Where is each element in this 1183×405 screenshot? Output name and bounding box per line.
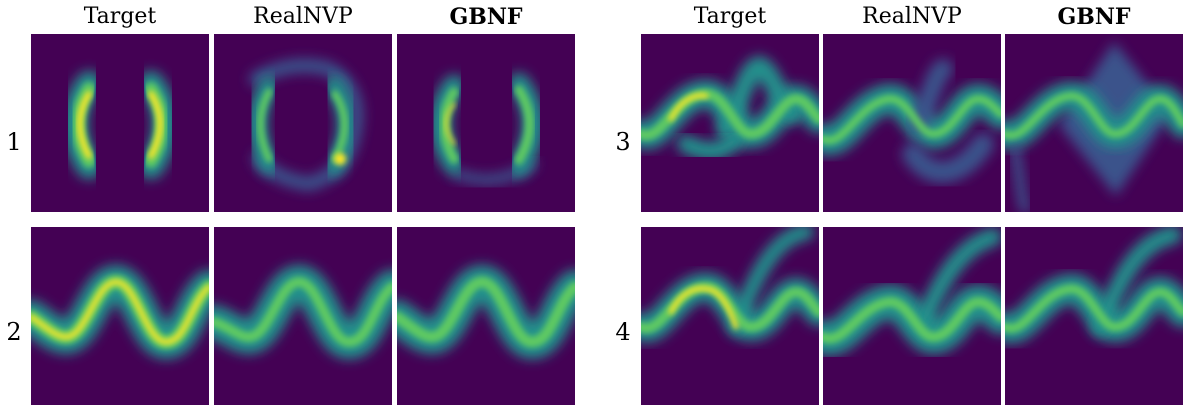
panel-row2-realnvp	[214, 227, 392, 405]
col-header-gbnf-left: GBNF	[449, 4, 523, 30]
row-label-1: 1	[6, 128, 22, 156]
panel-row1-gbnf	[397, 34, 575, 212]
col-header-gbnf-right: GBNF	[1057, 4, 1131, 30]
row-label-2: 2	[6, 318, 22, 346]
panel-row3-target	[641, 34, 819, 212]
panel-row2-target	[31, 227, 209, 405]
panel-row4-gbnf	[1005, 227, 1183, 405]
col-header-target-right: Target	[693, 4, 767, 29]
panel-row1-target	[31, 34, 209, 212]
panel-row2-gbnf	[397, 227, 575, 405]
col-header-target-left: Target	[83, 4, 157, 29]
panel-row4-realnvp	[823, 227, 1001, 405]
panel-row1-realnvp	[214, 34, 392, 212]
panel-row3-realnvp	[823, 34, 1001, 212]
panel-row3-gbnf	[1005, 34, 1183, 212]
panel-row4-target	[641, 227, 819, 405]
col-header-realnvp-left: RealNVP	[253, 4, 353, 29]
row-label-4: 4	[615, 318, 631, 346]
col-header-realnvp-right: RealNVP	[862, 4, 962, 29]
row-label-3: 3	[615, 128, 631, 156]
